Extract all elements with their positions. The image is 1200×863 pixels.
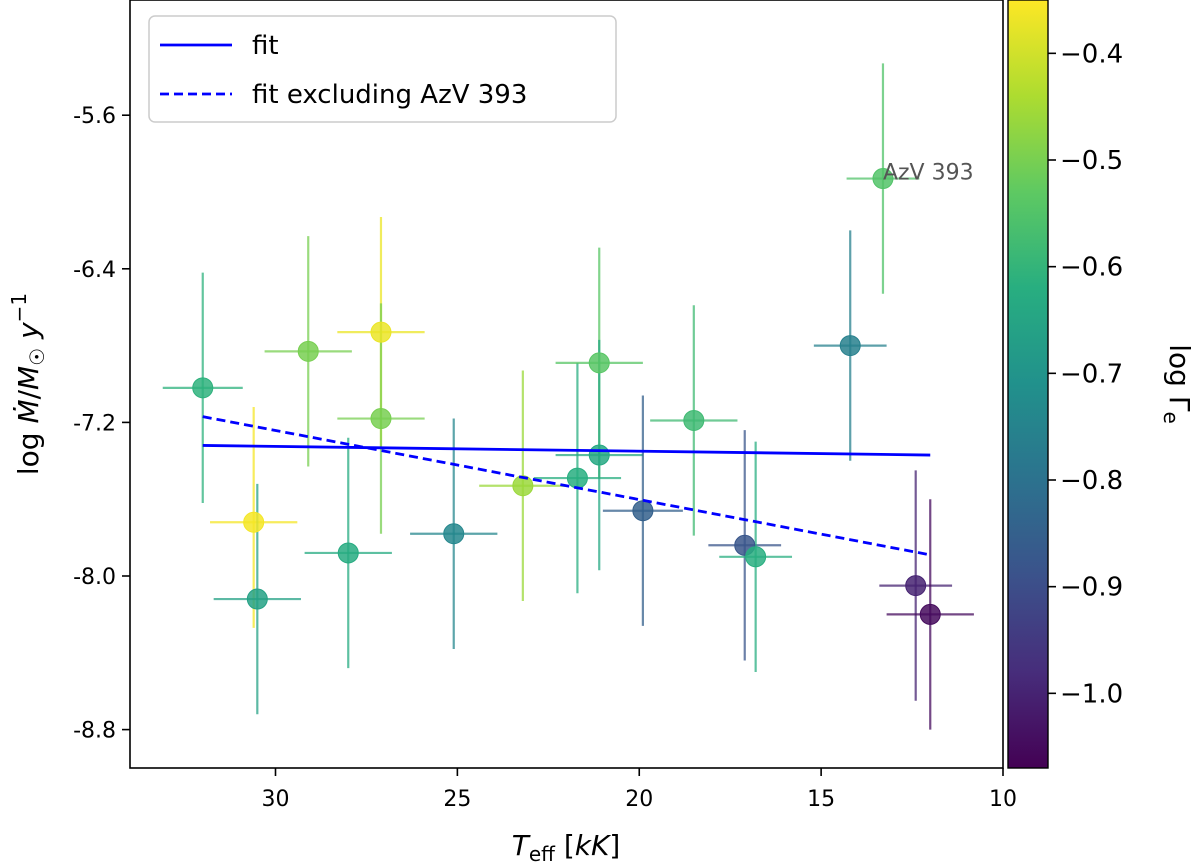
y-axis: -5.6 -6.4 -7.2 -8.0 -8.8 — [73, 104, 130, 744]
data-point — [246, 588, 268, 610]
data-point — [683, 409, 705, 431]
y-tick-label: -8.0 — [73, 565, 116, 590]
data-point — [337, 542, 359, 564]
fit-line — [202, 444, 931, 457]
data-point — [919, 603, 941, 625]
y-tick-label: -7.2 — [73, 411, 116, 436]
data-point — [192, 377, 214, 399]
data-point — [443, 523, 465, 545]
data-point — [839, 335, 861, 357]
colorbar-tick-label: −0.7 — [1060, 359, 1123, 389]
data-point — [370, 408, 392, 430]
x-tick-label: 10 — [989, 787, 1017, 812]
y-tick-label: -5.6 — [73, 104, 116, 129]
x-axis: 30 25 20 15 10 — [262, 768, 1017, 812]
legend-fit-excl-label: fit excluding AzV 393 — [252, 80, 527, 110]
fit-line-excluding-azv393 — [202, 415, 931, 557]
plot-background — [130, 0, 1003, 768]
data-point — [745, 546, 767, 568]
data-point — [243, 511, 265, 533]
data-point — [872, 168, 894, 190]
legend-box — [148, 15, 617, 123]
colorbar-label: log Γe — [1159, 344, 1196, 424]
x-tick-label: 30 — [262, 787, 290, 812]
colorbar-tick-label: −1.0 — [1060, 679, 1123, 709]
colorbar-tick-label: −0.6 — [1060, 253, 1123, 283]
data-point — [588, 352, 610, 374]
legend-fit-label: fit — [252, 31, 279, 61]
colorbar — [1007, 0, 1049, 769]
data-point — [370, 321, 392, 343]
colorbar-ticks: −0.4 −0.5 −0.6 −0.7 −0.8 −0.9 −1.0 — [1048, 39, 1123, 709]
plot-frame — [129, 0, 1004, 769]
colorbar-tick-label: −0.5 — [1060, 146, 1123, 176]
data-point — [588, 444, 610, 466]
legend: fit fit excluding AzV 393 — [148, 15, 617, 123]
y-axis-label: log Ṁ/M☉ y−1 — [7, 293, 49, 475]
x-axis-label: Teff [kK] — [512, 829, 621, 863]
data-point — [905, 575, 927, 597]
x-tick-label: 25 — [443, 787, 471, 812]
data-point — [632, 500, 654, 522]
colorbar-tick-label: −0.4 — [1060, 39, 1123, 69]
annotations-layer: AzV 393 — [883, 161, 974, 186]
annotation-label: AzV 393 — [883, 161, 974, 186]
colorbar-tick-label: −0.9 — [1060, 573, 1123, 603]
x-tick-label: 15 — [807, 787, 835, 812]
fit-lines-layer — [202, 415, 931, 557]
data-point — [566, 467, 588, 489]
y-tick-label: -6.4 — [73, 258, 116, 283]
data-point — [512, 475, 534, 497]
x-tick-label: 20 — [625, 787, 653, 812]
data-point — [297, 340, 319, 362]
y-tick-label: -8.8 — [73, 719, 116, 744]
colorbar-tick-label: −0.8 — [1060, 466, 1123, 496]
